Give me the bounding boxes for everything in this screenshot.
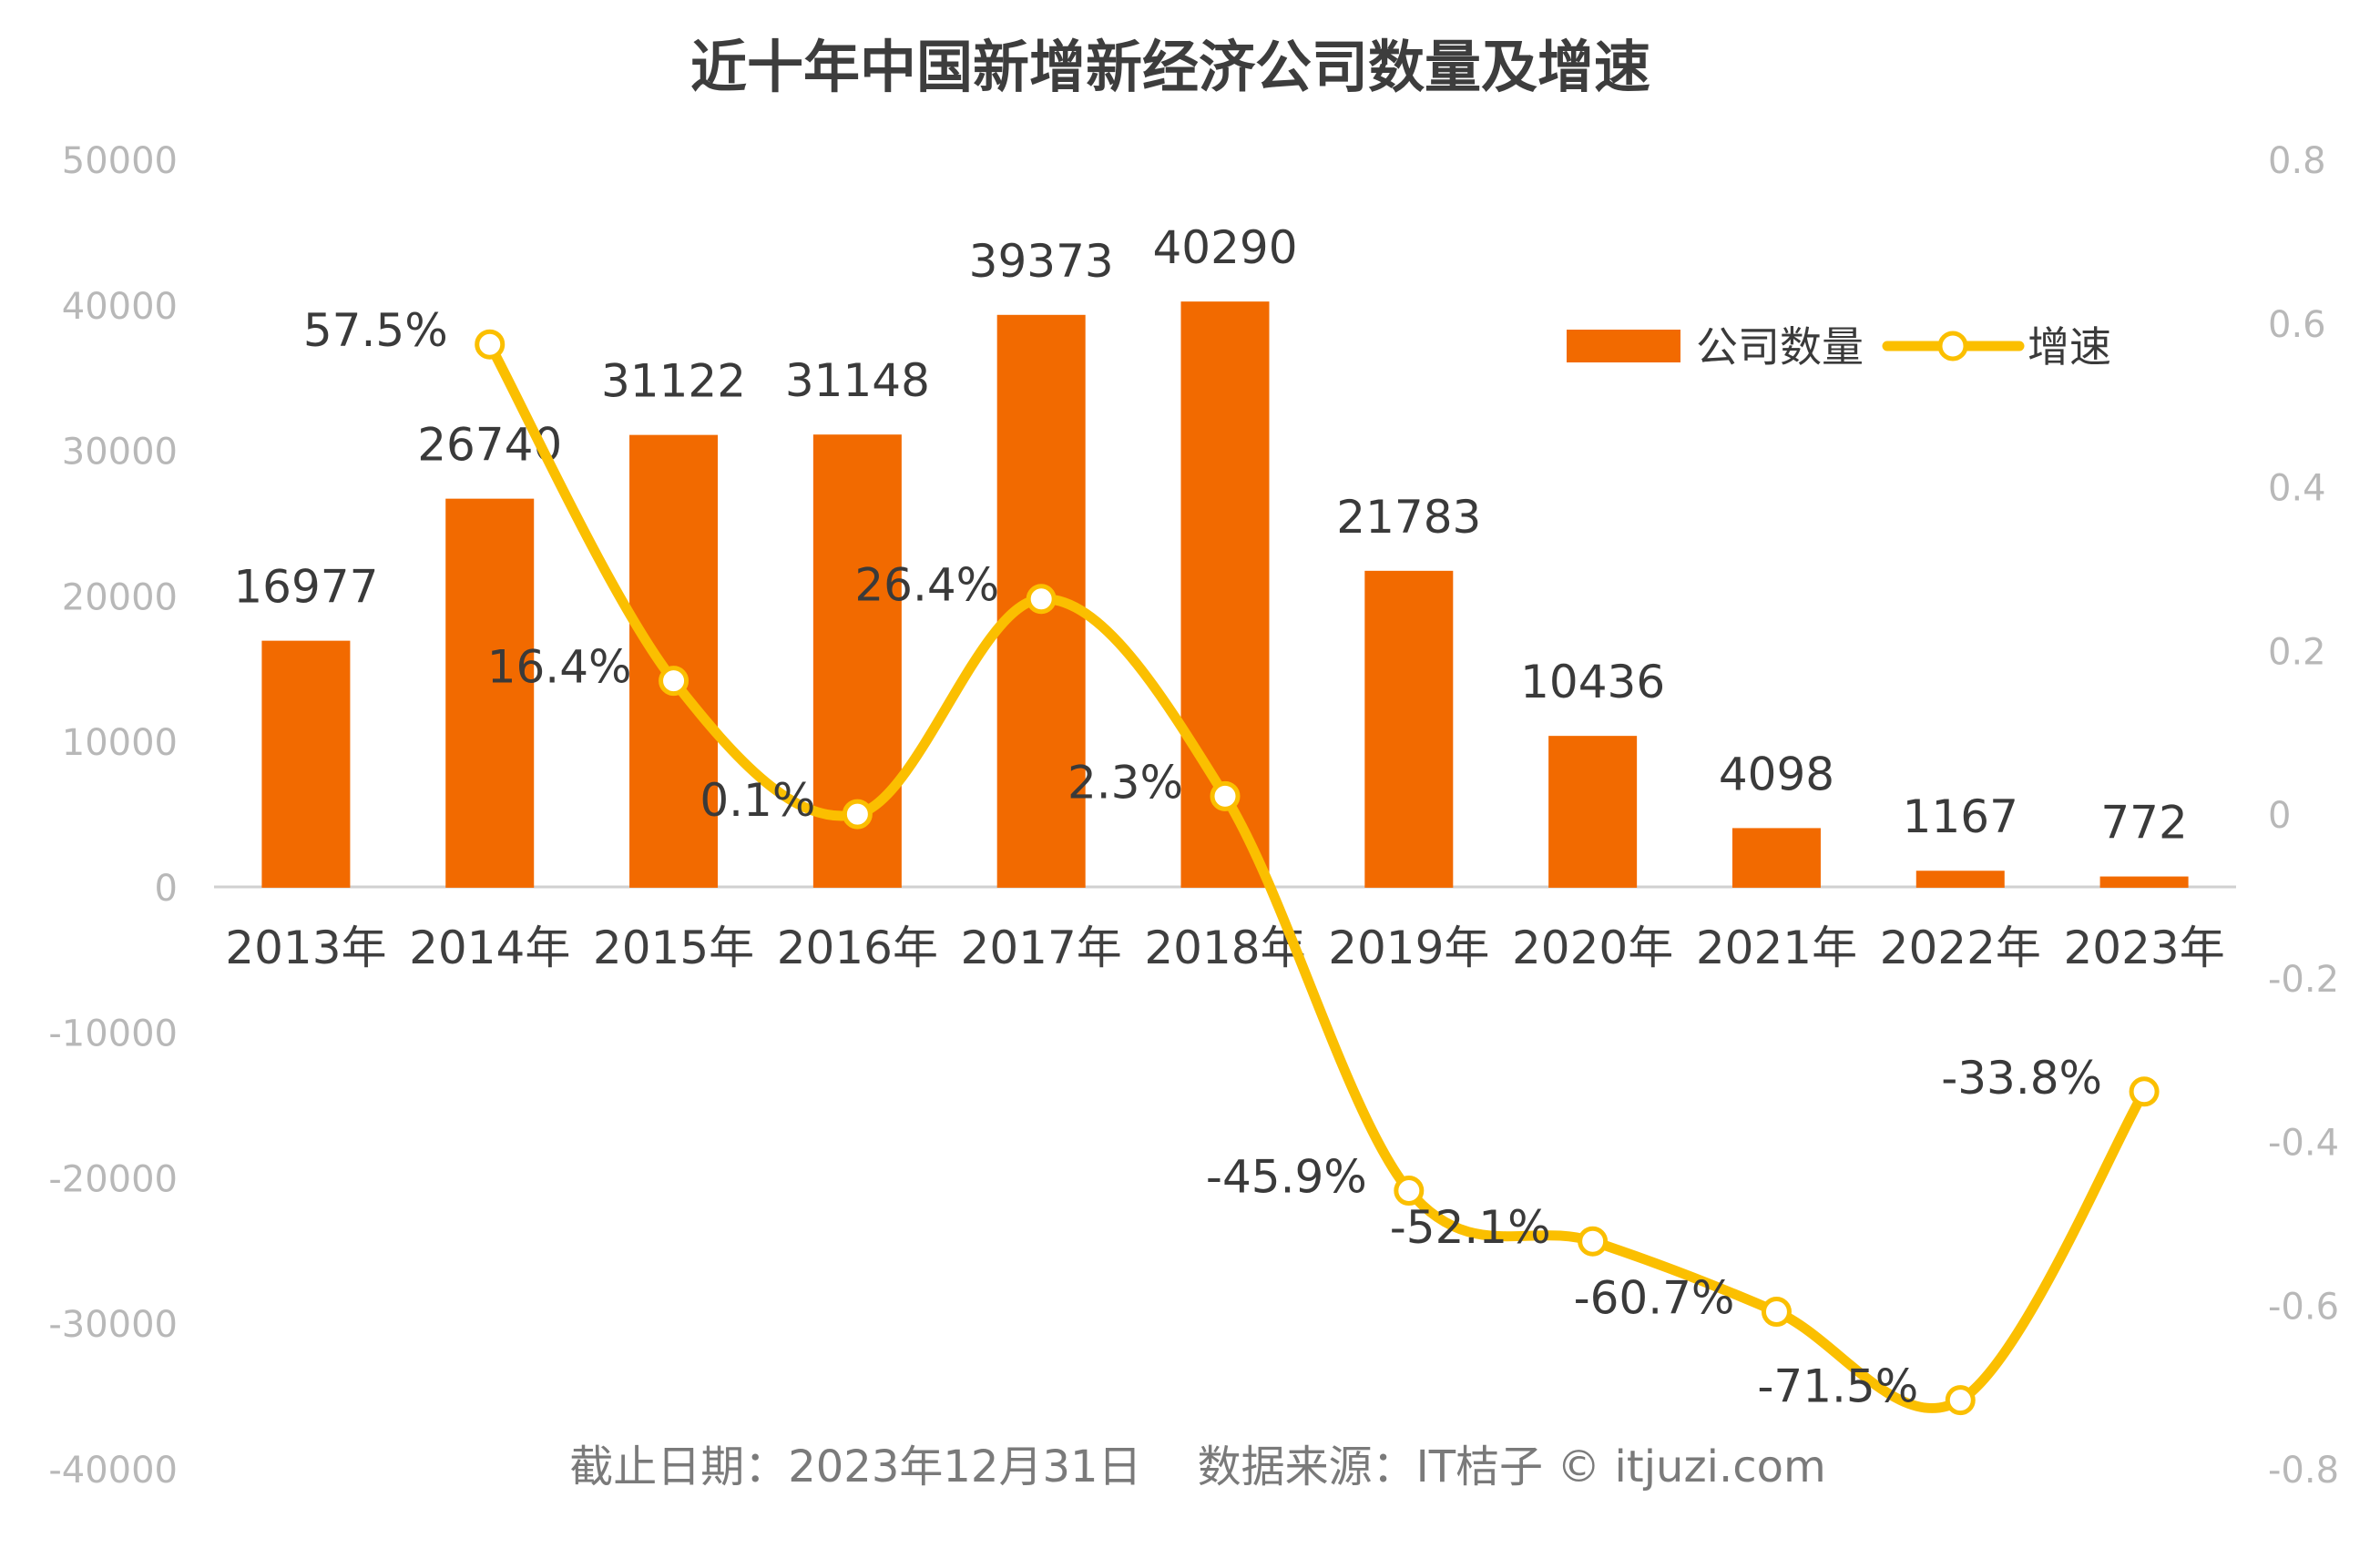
rate-value-label: -33.8% — [1941, 1052, 2102, 1105]
rate-value-label: -60.7% — [1574, 1272, 1735, 1325]
right-tick-label: -0.2 — [2268, 959, 2339, 1001]
rate-value-labels: 57.5% 16.4% 0.1% 26.4% 2.3% -45.9% -52.1% -60.7… — [303, 304, 2102, 1412]
right-axis: 0.8 0.6 0.4 0.2 0 -0.2 -0.4 -0.6 -0.8 — [2268, 140, 2339, 1492]
rate-point — [1210, 780, 1241, 811]
right-tick-label: -0.4 — [2268, 1123, 2339, 1165]
right-tick-label: -0.8 — [2268, 1450, 2339, 1492]
right-tick-label: -0.6 — [2268, 1286, 2339, 1328]
x-tick-label: 2017年 — [961, 922, 1122, 974]
rate-value-label: 16.4% — [487, 641, 632, 694]
legend-swatch-marker — [1937, 331, 1968, 362]
bar-value-label: 10436 — [1520, 656, 1665, 708]
x-tick-label: 2018年 — [1144, 922, 1305, 974]
bar — [445, 498, 535, 888]
legend-swatch-bar — [1567, 330, 1680, 362]
x-tick-label: 2020年 — [1512, 922, 1673, 974]
bar — [1548, 736, 1638, 888]
bar-value-label: 39373 — [969, 235, 1114, 288]
left-tick-label: -20000 — [48, 1158, 178, 1200]
rate-point — [1394, 1176, 1425, 1207]
x-tick-label: 2019年 — [1328, 922, 1489, 974]
rate-point — [659, 666, 689, 697]
left-tick-label: 40000 — [62, 286, 178, 328]
bar-value-label: 31148 — [785, 354, 930, 407]
left-tick-label: 0 — [155, 868, 178, 910]
bar — [1364, 570, 1454, 888]
bar — [261, 640, 351, 888]
rate-line — [485, 339, 2150, 1413]
right-tick-label: 0 — [2268, 795, 2291, 837]
bar — [1915, 871, 2005, 888]
bar-value-label: 1167 — [1903, 790, 2018, 843]
right-tick-label: 0.2 — [2268, 631, 2326, 673]
x-tick-label: 2023年 — [2063, 922, 2224, 974]
chart-title: 近十年中国新增新经济公司数量及增速 — [690, 34, 1650, 100]
bar — [2099, 876, 2189, 888]
rate-value-label: -45.9% — [1206, 1151, 1367, 1204]
rate-point — [1026, 584, 1057, 615]
legend-label-bar: 公司数量 — [1696, 322, 1864, 372]
rate-value-label: -52.1% — [1390, 1201, 1551, 1254]
left-tick-label: 10000 — [62, 722, 178, 764]
left-tick-label: -10000 — [48, 1013, 178, 1055]
x-tick-label: 2015年 — [593, 922, 754, 974]
rate-value-label: 2.3% — [1067, 756, 1183, 809]
left-tick-label: 20000 — [62, 576, 178, 618]
bar-series — [261, 301, 2189, 888]
rate-point — [1761, 1297, 1792, 1328]
bar-value-label: 4098 — [1719, 748, 1834, 800]
legend: 公司数量 增速 — [1567, 322, 2111, 372]
x-tick-label: 2013年 — [225, 922, 386, 974]
rate-point — [1578, 1226, 1609, 1257]
right-tick-label: 0.8 — [2268, 140, 2326, 182]
bar-value-label: 16977 — [233, 561, 378, 614]
legend-label-line: 增速 — [2028, 322, 2111, 372]
x-tick-label: 2016年 — [777, 922, 938, 974]
bar — [1731, 828, 1821, 888]
rate-point — [842, 799, 873, 830]
x-tick-label: 2021年 — [1696, 922, 1857, 974]
x-tick-label: 2022年 — [1880, 922, 2041, 974]
left-tick-label: -30000 — [48, 1304, 178, 1346]
bar-value-label: 40290 — [1152, 221, 1297, 274]
left-tick-label: 50000 — [62, 140, 178, 182]
left-tick-label: 30000 — [62, 432, 178, 474]
rate-points — [475, 329, 2160, 1416]
rate-value-label: -71.5% — [1757, 1360, 1918, 1413]
x-tick-label: 2014年 — [409, 922, 570, 974]
left-tick-label: -40000 — [48, 1450, 178, 1492]
rate-value-label: 0.1% — [700, 774, 815, 827]
left-axis: 50000 40000 30000 20000 10000 0 -10000 -20000 -3… — [48, 140, 178, 1492]
bar-value-label: 21783 — [1336, 491, 1481, 544]
bar-value-label: 31122 — [601, 355, 746, 408]
bar-value-label: 772 — [2100, 797, 2187, 850]
rate-value-label: 57.5% — [303, 304, 448, 357]
right-tick-label: 0.6 — [2268, 304, 2326, 346]
rate-value-label: 26.4% — [854, 559, 999, 612]
x-axis-labels: 2013年 2014年 2015年 2016年 2017年 2018年 2019年 2020年… — [225, 922, 2224, 974]
rate-point — [475, 329, 506, 360]
right-tick-label: 0.4 — [2268, 468, 2326, 510]
rate-point — [2129, 1076, 2160, 1107]
rate-point — [1945, 1385, 1976, 1416]
bar — [629, 434, 719, 888]
footer-note: 截止日期：2023年12月31日 数据来源：IT桔子 © itjuzi.com — [569, 1441, 1826, 1492]
